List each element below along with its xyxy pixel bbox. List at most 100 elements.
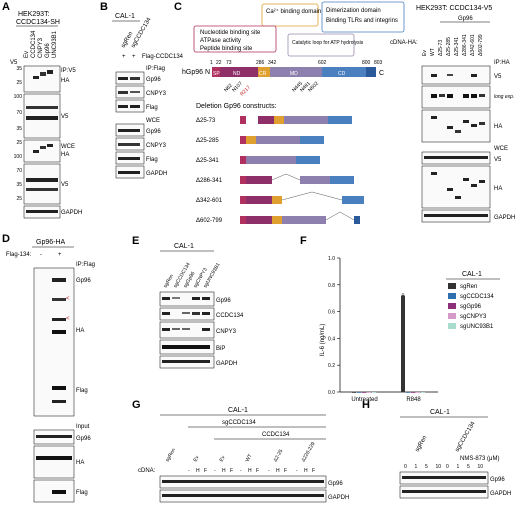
f-legend-title: CAL-1 bbox=[462, 271, 482, 278]
panel-letter-b: B bbox=[100, 1, 108, 13]
g-hf-3-2: F bbox=[284, 468, 287, 474]
g-lane-2: Ev bbox=[193, 455, 201, 463]
panel-letter-d: D bbox=[2, 233, 10, 245]
f-bar-0-0 bbox=[352, 392, 356, 393]
c-domain-nd: ND bbox=[233, 71, 241, 77]
c-blot-4: HA bbox=[494, 186, 502, 192]
h-dose-6: 5 bbox=[467, 464, 470, 470]
c-right-2: Binding TLRs and integrins bbox=[326, 18, 398, 24]
c-left-3: Peptide binding site bbox=[200, 46, 253, 52]
panel-letter-c: C bbox=[174, 1, 182, 13]
c-deletion-title: Deletion Gp96 constructs: bbox=[196, 103, 277, 110]
d-blot-6: Flag bbox=[76, 490, 88, 496]
b-blot-6: Flag bbox=[146, 157, 158, 163]
e-blot-2: CCDC134 bbox=[216, 313, 244, 319]
f-bar-0-2 bbox=[362, 392, 366, 393]
c-domain-cd: CD bbox=[338, 71, 346, 77]
f-legend-swatch-0 bbox=[448, 283, 456, 289]
h-lane-1: sgRen bbox=[415, 435, 429, 453]
b-sign-2: + bbox=[132, 54, 136, 60]
c-del-6: Δ602-799 bbox=[196, 218, 223, 224]
h-dose-3: 10 bbox=[436, 464, 442, 470]
a-blot-3: HA bbox=[61, 152, 69, 158]
c-pos-5: 342 bbox=[268, 60, 277, 66]
a-ip-label: IP:V5 bbox=[61, 68, 76, 74]
panel-b: B CAL-1 sgRen sgCCDC134 + + Flag-CCDC134… bbox=[100, 1, 184, 179]
c-long-exp: long exp. bbox=[494, 94, 514, 100]
h-lane-2: sgCCDC134 bbox=[455, 420, 477, 453]
f-point-1-0 bbox=[401, 293, 405, 296]
c-left-1: Nucleotide binding site bbox=[200, 30, 261, 36]
g-lane-1: sgRen bbox=[165, 447, 178, 463]
c-lane-4: Δ25-285 bbox=[446, 37, 452, 56]
a-blot-2: V5 bbox=[61, 114, 69, 120]
panel-e: E CAL-1 sgRen sgCCDC134 sgGp96 sgCNPY3 s… bbox=[132, 235, 244, 369]
c-domain-sp: SP bbox=[213, 71, 220, 77]
b-blot-3: Flag bbox=[146, 105, 158, 111]
a-mw-10: 25 bbox=[16, 196, 22, 202]
h-dose-0: 0 bbox=[404, 464, 407, 470]
g-hf-2-0: - bbox=[240, 468, 242, 474]
a-mw-7: 100 bbox=[14, 154, 23, 160]
g-hf-2-1: H bbox=[248, 468, 252, 474]
f-legend-label-0: sgRen bbox=[460, 284, 477, 290]
d-flag-label: Flag-134: bbox=[6, 252, 32, 258]
f-bar-1-2 bbox=[411, 392, 415, 393]
f-legend-label-4: sgUNC93B1 bbox=[460, 324, 494, 330]
c-lane-1: Ev bbox=[422, 50, 428, 56]
c-lane-7: Δ342-601 bbox=[470, 34, 476, 56]
g-hf-3-1: H bbox=[276, 468, 280, 474]
g-hf-4-1: H bbox=[304, 468, 308, 474]
g-group-label: sgCCDC134 bbox=[222, 420, 256, 426]
panel-c: C Ca²⁺ binding domain Nucleotide binding… bbox=[174, 1, 515, 224]
c-mut-1: N62 bbox=[223, 83, 234, 94]
g-lane-5: Δ2-25 bbox=[273, 448, 285, 463]
h-dose-7: 10 bbox=[478, 464, 484, 470]
c-pos-3: 73 bbox=[226, 60, 232, 66]
c-pos-1: 1 bbox=[210, 60, 213, 66]
g-blot-2: GAPDH bbox=[328, 495, 349, 501]
a-construct: CCDC134-SH bbox=[16, 19, 60, 26]
b-wce-label: WCE bbox=[146, 118, 160, 124]
a-mw-4: 70 bbox=[16, 110, 22, 116]
g-hf-0-0: - bbox=[188, 468, 190, 474]
c-lane-3: Δ25-73 bbox=[438, 40, 444, 56]
a-blot-5: GAPDH bbox=[61, 210, 82, 216]
b-cell-line: CAL-1 bbox=[115, 13, 135, 20]
f-bar-0-1 bbox=[357, 392, 361, 393]
a-mw-9: 35 bbox=[16, 182, 22, 188]
c-ip-label: IP:HA bbox=[494, 60, 510, 66]
h-dose-4: 0 bbox=[446, 464, 449, 470]
e-blot-3: CNPY3 bbox=[216, 329, 237, 335]
g-hf-0-2: F bbox=[204, 468, 207, 474]
d-blot-3: Flag bbox=[76, 388, 88, 394]
g-cdna-label: cDNA: bbox=[138, 468, 156, 474]
a-mw-2: 25 bbox=[16, 80, 22, 86]
c-blot-1: V5 bbox=[494, 74, 502, 80]
a-cell-line: HEK293T: bbox=[18, 11, 50, 18]
h-blot-2: GAPDH bbox=[490, 491, 511, 497]
f-ytick-label-1: 0.2 bbox=[328, 363, 335, 369]
b-blot-1: Gp96 bbox=[146, 77, 161, 83]
c-blot-3: V5 bbox=[494, 157, 502, 163]
c-blot-title: HEK293T: CCDC134-V5 bbox=[416, 5, 492, 12]
f-bar-1-3 bbox=[416, 392, 420, 393]
c-wce-label: WCE bbox=[494, 146, 508, 152]
d-input-label: Input bbox=[76, 424, 90, 430]
g-hf-2-2: F bbox=[256, 468, 259, 474]
c-domain-md: MD bbox=[290, 71, 298, 77]
d-blot-4: Gp96 bbox=[76, 436, 91, 442]
g-lane-3: Ev bbox=[219, 455, 227, 463]
c-pos-2: 22 bbox=[216, 60, 222, 66]
f-ytick-label-3: 0.6 bbox=[328, 310, 335, 316]
f-legend-swatch-4 bbox=[448, 323, 456, 329]
c-c-term: C bbox=[379, 70, 384, 77]
c-del-3: Δ25-341 bbox=[196, 158, 219, 164]
a-blot-4: V5 bbox=[61, 182, 69, 188]
f-ytick-label-2: 0.4 bbox=[328, 336, 335, 342]
panel-g: G CAL-1 sgCCDC134 CCDC134 sgRen Ev Ev WT… bbox=[132, 399, 349, 503]
c-pos-4: 286 bbox=[256, 60, 265, 66]
c-loop-box: Catalytic loop for ATP hydrolysis bbox=[292, 40, 364, 46]
h-dose-5: 1 bbox=[457, 464, 460, 470]
panel-d: D Gp96-HA Flag-134: - + IP:Flag Gp96 HA … bbox=[2, 233, 95, 503]
